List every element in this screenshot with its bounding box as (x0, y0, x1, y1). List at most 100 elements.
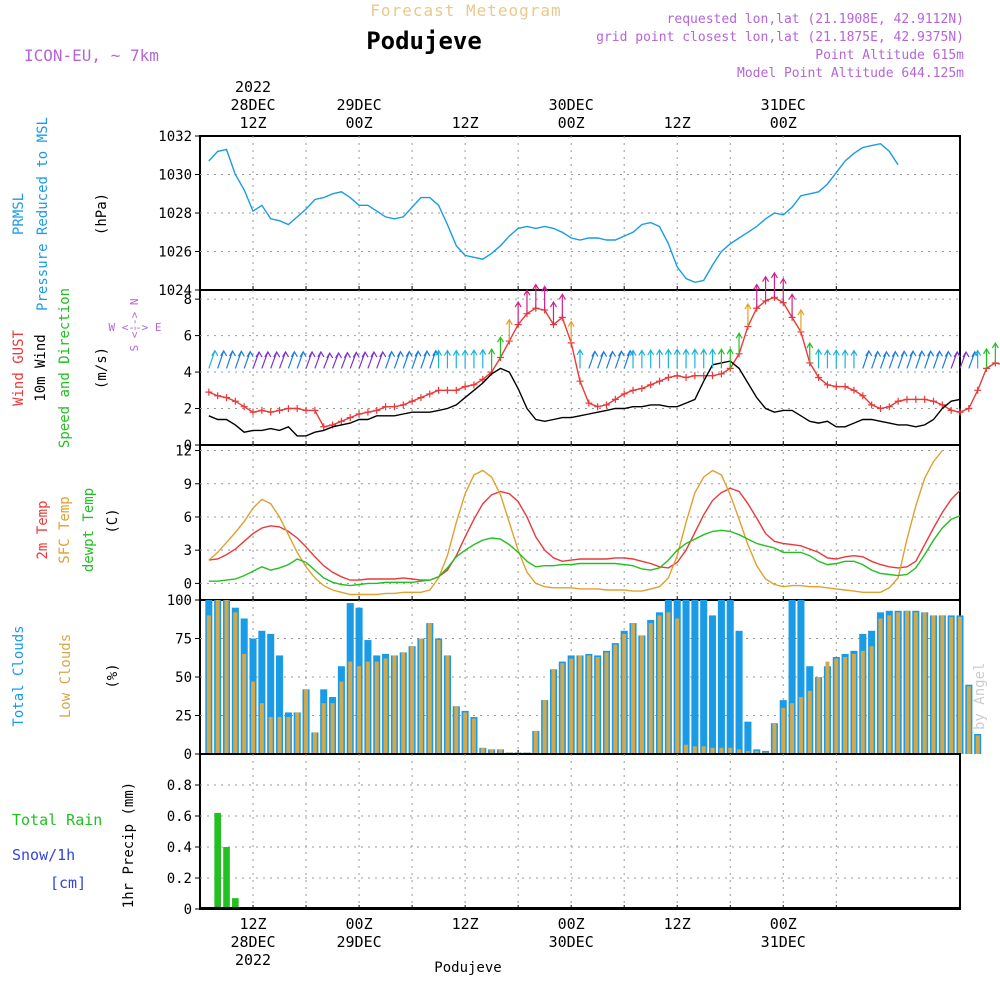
temperature-labels: 2m Temp SFC Temp dewpt Temp (C) (35, 488, 121, 572)
low-cloud-bar (268, 717, 273, 754)
wind-direction-arrow (717, 348, 725, 369)
wind-direction-arrow (470, 348, 478, 369)
gust-marker (479, 375, 487, 383)
low-cloud-bar (878, 618, 883, 754)
temperature-ytick-label: 0 (184, 576, 192, 592)
temp-dew-label: dewpt Temp (81, 488, 97, 572)
top-time-label: 12Z (239, 114, 266, 132)
wind-direction-arrow (420, 349, 431, 369)
gust-marker (346, 414, 354, 422)
gust-marker (709, 372, 717, 380)
wind-direction-arrow (323, 351, 334, 369)
precip-ytick-label: 0.8 (167, 778, 192, 794)
total-cloud-bar (717, 600, 725, 754)
temperature-ytick-label: 6 (184, 510, 192, 526)
wind-direction-arrow (629, 349, 637, 369)
low-cloud-bar (286, 717, 291, 754)
precip-ytick-label: 0.2 (167, 871, 192, 887)
gust-marker (258, 406, 266, 414)
wind-direction-arrow (278, 350, 290, 369)
low-cloud-bar (418, 638, 423, 754)
wind-direction-arrow (225, 349, 237, 369)
gust-marker (364, 408, 372, 416)
wind-direction-arrow (358, 351, 369, 369)
gust-marker (382, 403, 390, 411)
wind-direction-arrow (647, 348, 655, 369)
low-cloud-bar (675, 618, 680, 754)
footer-location: Podujeve (434, 960, 501, 976)
wind-direction-arrow (523, 289, 531, 314)
gust-marker (205, 388, 213, 396)
gust-marker (929, 397, 937, 405)
low-cloud-bar (719, 747, 724, 754)
gust-marker (859, 392, 867, 400)
wind-direction-arrow (435, 349, 443, 369)
wind-direction-arrow (638, 349, 646, 369)
gust-marker (585, 399, 593, 407)
wind-direction-arrow (888, 350, 899, 369)
wind-direction-arrow (841, 349, 849, 369)
low-cloud-bar (728, 747, 733, 754)
wind-direction-arrow (982, 347, 991, 369)
top-time-label: 29DEC (336, 96, 381, 114)
wind-direction-arrow (623, 349, 634, 369)
gust-marker (337, 417, 345, 425)
low-cloud-bar (869, 646, 874, 754)
wind-direction-arrow (941, 350, 952, 369)
gust-marker (249, 408, 257, 416)
bottom-time-label: 00Z (558, 915, 585, 933)
model-label: ICON-EU, ~ 7km (24, 46, 159, 65)
pressure-labels: PRMSL Pressure Reduced to MSL (hPa) (11, 117, 110, 311)
wind-panel: 0 2 4 6 8 (184, 271, 1000, 454)
precip-frame (199, 753, 961, 910)
total-cloud-bar (700, 600, 708, 754)
watermark: by Angel (972, 663, 988, 730)
wind-direction-arrow (700, 348, 708, 369)
pressure-ytick-label: 1032 (158, 129, 192, 145)
gust-marker (611, 395, 619, 403)
gust-marker (974, 386, 982, 394)
gust-marker (841, 383, 849, 391)
low-cloud-bar (816, 677, 821, 754)
wind-direction-arrow (452, 349, 460, 369)
low-cloud-bar (613, 644, 618, 754)
gust-marker (832, 383, 840, 391)
wind-direction-arrow (461, 349, 469, 369)
wind-direction-arrow (558, 293, 566, 318)
low-cloud-bar (233, 612, 238, 754)
low-cloud-bar (357, 666, 362, 754)
low-cloud-bar (498, 749, 503, 754)
low-cloud-bar (480, 747, 485, 754)
low-cloud-bar (604, 652, 609, 754)
top-time-label: 28DEC (230, 96, 275, 114)
wind-direction-arrow (234, 350, 245, 369)
temperature-panel: 0 3 6 9 12 (175, 444, 961, 601)
wind-direction-arrow (879, 350, 890, 369)
gust-marker (947, 406, 955, 414)
gust-marker (452, 386, 460, 394)
top-time-label: 12Z (452, 114, 479, 132)
low-cloud-bar (860, 650, 865, 754)
wind-direction-arrow (664, 348, 672, 369)
cloud-labels: Total Clouds Low Clouds (%) (11, 625, 121, 726)
low-cloud-bar (684, 744, 689, 754)
requested-location: requested lon,lat (21.1908E, 42.9112N) (667, 12, 964, 27)
temperature-ytick-label: 9 (184, 477, 192, 493)
top-time-label: 00Z (346, 114, 373, 132)
low-cloud-bar (489, 749, 494, 754)
bottom-time-label: 12Z (239, 915, 266, 933)
gust-marker (938, 401, 946, 409)
rain-bar (232, 898, 239, 909)
wind-direction-arrow (443, 349, 451, 369)
wind-direction-arrow (806, 341, 814, 363)
total-cloud-bar (258, 630, 266, 754)
wind-direction-arrow (832, 349, 840, 369)
gust-marker (267, 408, 275, 416)
low-cloud-bar (648, 623, 653, 754)
wind-direction-arrow (691, 348, 699, 369)
gust-marker (876, 405, 884, 413)
wind-direction-arrow (709, 348, 717, 369)
clouds-ytick-label: 75 (175, 632, 192, 648)
pressure-ytick-label: 1028 (158, 206, 192, 222)
